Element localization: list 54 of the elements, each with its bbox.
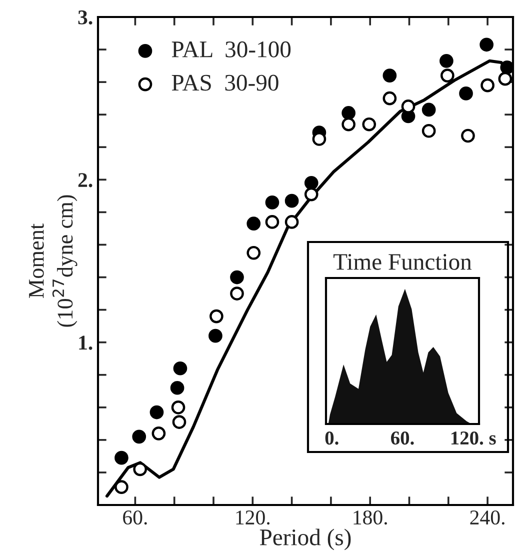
point	[114, 450, 128, 465]
x-tick-label: 180.	[354, 510, 387, 525]
x-tick-label: 240.	[470, 510, 504, 525]
point	[480, 38, 494, 52]
point	[171, 400, 186, 414]
point	[230, 270, 244, 284]
point	[422, 124, 436, 138]
point	[342, 106, 356, 120]
point	[440, 54, 454, 68]
point	[382, 68, 397, 82]
x-tick-label: 60.	[391, 432, 414, 445]
point	[461, 128, 475, 143]
point	[342, 117, 356, 132]
point	[265, 196, 280, 210]
point	[114, 480, 128, 494]
chart-title: Time Function	[334, 254, 472, 270]
legend-label: PAL 30-100	[172, 41, 291, 58]
point	[150, 405, 164, 420]
y-tick-label: 2.	[78, 173, 92, 188]
y-axis-title: Moment (10$^{27}$dyne cm)	[29, 195, 78, 327]
point	[382, 91, 397, 106]
point	[480, 78, 494, 92]
point	[208, 328, 222, 343]
point	[133, 462, 148, 476]
point	[173, 361, 188, 376]
point	[459, 86, 473, 100]
point	[304, 176, 318, 190]
point	[246, 216, 261, 231]
point	[500, 60, 513, 74]
point	[170, 380, 184, 395]
x-axis-title: Period (s)	[260, 528, 351, 550]
point	[498, 72, 512, 86]
point	[230, 286, 244, 300]
point	[401, 100, 416, 114]
point	[284, 215, 299, 229]
x-tick-label: 120.	[236, 510, 270, 525]
point	[265, 215, 280, 229]
legend-label: PAS 30-90	[172, 74, 278, 91]
point	[362, 117, 376, 132]
y-tick-label: 3.	[78, 10, 92, 25]
point	[246, 246, 261, 260]
point	[172, 415, 186, 429]
point	[304, 187, 318, 202]
point	[152, 426, 166, 440]
x-tick-label: 120. s	[451, 432, 496, 445]
y-tick-label: 1.	[79, 336, 92, 350]
x-tick-label: 0.	[325, 432, 338, 445]
point	[210, 309, 224, 324]
point	[284, 194, 299, 208]
point	[440, 68, 454, 82]
x-tick-label: 60.	[123, 510, 147, 525]
point	[132, 430, 146, 444]
point	[312, 132, 326, 146]
point	[422, 102, 436, 117]
